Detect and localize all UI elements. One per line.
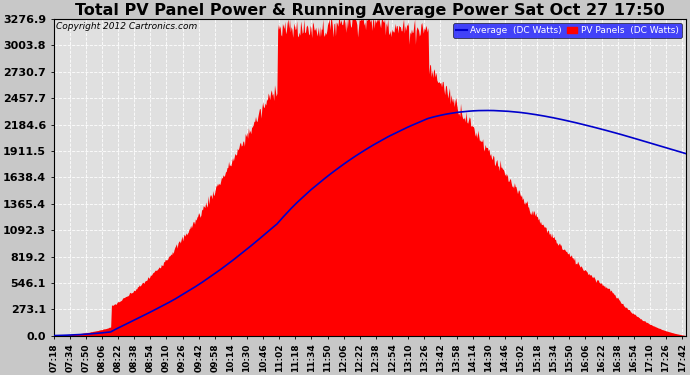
- Title: Total PV Panel Power & Running Average Power Sat Oct 27 17:50: Total PV Panel Power & Running Average P…: [75, 3, 664, 18]
- Text: Copyright 2012 Cartronics.com: Copyright 2012 Cartronics.com: [57, 22, 198, 31]
- Legend: Average  (DC Watts), PV Panels  (DC Watts): Average (DC Watts), PV Panels (DC Watts): [453, 24, 682, 38]
